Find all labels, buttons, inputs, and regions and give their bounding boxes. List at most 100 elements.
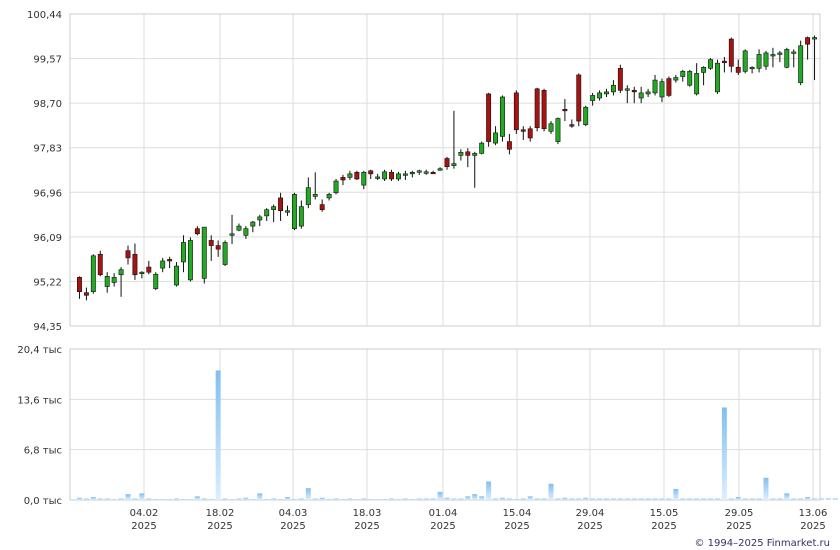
candle-body (652, 79, 658, 94)
volume-bar (132, 498, 138, 500)
candle (201, 226, 207, 284)
volume-bar (340, 499, 346, 501)
candle-body (638, 92, 644, 99)
x-tick-date: 29.05 (725, 508, 754, 519)
candle (291, 192, 297, 231)
candle-body (437, 168, 443, 171)
candle-body (208, 240, 214, 246)
candle-body (160, 260, 166, 269)
volume-bar (305, 488, 311, 500)
candle-body (659, 81, 665, 98)
candle-body (714, 62, 720, 93)
candle (576, 73, 582, 127)
volume-bar (208, 499, 214, 501)
candles (77, 35, 817, 301)
candle (763, 50, 769, 70)
candle (382, 169, 388, 182)
price-tick-label: 97,83 (33, 144, 62, 155)
candle (215, 240, 221, 257)
volume-bar (187, 499, 193, 501)
candle (409, 170, 415, 178)
volume-bar (832, 498, 838, 500)
x-axis-labels: 04.02 2025 18.02 2025 04.03 2025 18.03 2025 01.0… (130, 508, 828, 532)
candle-body (153, 273, 159, 289)
volume-bar (548, 483, 554, 500)
candle-body (215, 245, 221, 250)
candle-body (756, 54, 762, 69)
candle (104, 272, 110, 293)
candle-body (305, 187, 311, 205)
candle (652, 74, 658, 96)
candle (673, 74, 679, 83)
candle (326, 192, 332, 201)
candle (597, 90, 603, 101)
candle (389, 169, 394, 182)
candle-body (257, 216, 263, 221)
volume-bar (375, 499, 381, 501)
volume-bar (167, 499, 173, 501)
candle-body (201, 226, 207, 279)
volume-bar (423, 498, 429, 500)
candle-body (749, 66, 755, 70)
candle (298, 200, 304, 229)
candle (77, 276, 82, 299)
candle-body (382, 171, 388, 180)
candle-body (194, 228, 200, 235)
candle (721, 57, 727, 73)
candle (430, 170, 436, 175)
candle (146, 260, 152, 275)
candle (777, 50, 783, 63)
volume-bar (229, 499, 235, 501)
volume-bar (250, 499, 256, 501)
volume-tick-label: 20,4 тыс (17, 345, 62, 356)
candle-body (104, 276, 110, 287)
candle (305, 177, 311, 209)
candle-body (396, 173, 401, 180)
volume-bar (493, 498, 499, 500)
x-tick-year: 2025 (430, 521, 455, 532)
candle-body (451, 163, 457, 166)
candle (264, 208, 270, 221)
x-tick-date: 15.04 (503, 508, 532, 519)
volume-bar (465, 496, 471, 500)
volume-bar (680, 498, 686, 500)
volume-tick-label: 6,8 тыс (24, 446, 62, 457)
x-tick-year: 2025 (207, 521, 232, 532)
candle (756, 49, 762, 73)
volume-bar (506, 498, 512, 500)
candle-body (617, 68, 623, 91)
candle (486, 92, 492, 147)
x-tick-date: 04.02 (130, 508, 159, 519)
candle (548, 121, 554, 134)
x-tick-date: 29.04 (576, 508, 605, 519)
candle-body (139, 271, 145, 275)
x-tick-year: 2025 (131, 521, 156, 532)
candle (659, 78, 665, 103)
candle (139, 271, 145, 279)
volume-bar (555, 498, 561, 500)
volume-bar (83, 498, 89, 500)
volume-bar (666, 498, 672, 500)
volume-bar (687, 498, 693, 500)
candle (111, 273, 117, 287)
candle (735, 59, 741, 75)
candle-body (742, 50, 748, 72)
volume-bar (756, 498, 762, 500)
price-tick-label: 95,22 (33, 277, 62, 288)
candle-body (527, 128, 533, 139)
candle-body (576, 74, 582, 122)
candle (132, 243, 138, 280)
candle-body (541, 90, 547, 130)
candle (83, 287, 89, 301)
candle (805, 36, 811, 60)
candle (590, 92, 596, 106)
candle-body (569, 124, 575, 127)
candle-body (250, 221, 256, 227)
candle (624, 85, 630, 104)
volume-bar (430, 498, 436, 500)
candle-body (472, 153, 478, 156)
volume-tick-label: 13,6 тыс (17, 395, 62, 406)
candle (465, 148, 471, 168)
volume-bar (257, 493, 263, 500)
candle (541, 88, 547, 132)
